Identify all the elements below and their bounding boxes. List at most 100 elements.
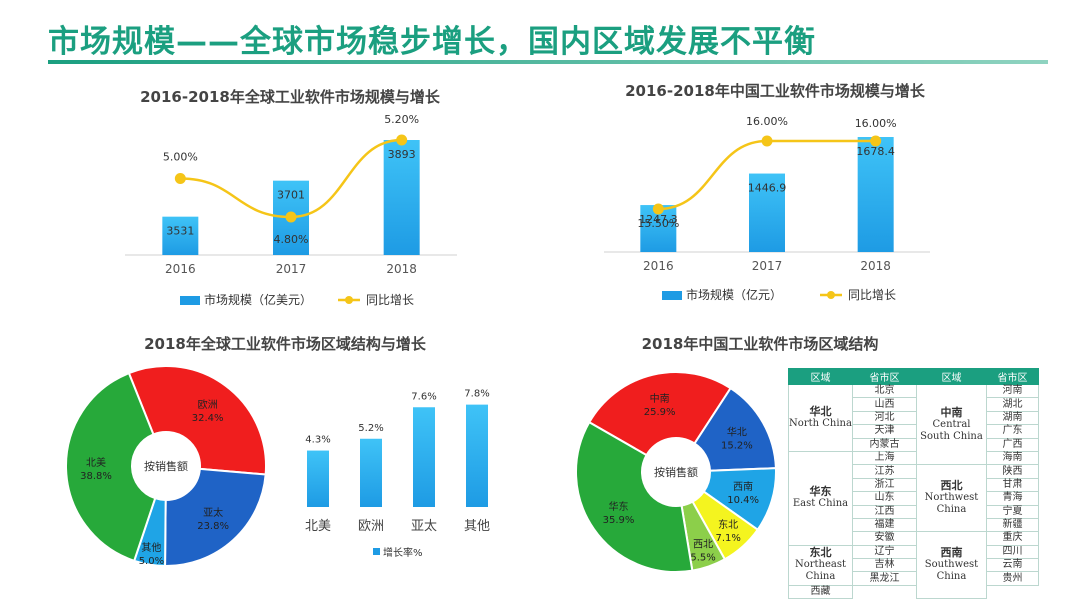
region-cn-label: 东北 bbox=[809, 546, 832, 560]
legend-swatch-marker bbox=[345, 296, 353, 304]
slice-value-label: 5.5% bbox=[690, 552, 715, 563]
x-tick-label: 其他 bbox=[464, 519, 490, 534]
table-header-cell: 省市区 bbox=[986, 368, 1039, 385]
pie-slice-北美 bbox=[65, 371, 157, 563]
province-cell: 山西 bbox=[852, 397, 917, 412]
slice-value-label: 15.2% bbox=[721, 440, 753, 451]
x-tick-label: 2018 bbox=[386, 262, 417, 276]
slice-value-label: 35.9% bbox=[603, 515, 635, 526]
slice-value-label: 25.9% bbox=[644, 407, 676, 418]
region-cn-label: 西北 bbox=[940, 479, 963, 493]
province-cell: 北京 bbox=[852, 383, 917, 399]
table-row: 吉林 云南 bbox=[789, 558, 1039, 573]
region-name-cell: 西北 Northwest China bbox=[916, 464, 987, 533]
province-cell: 安徽 bbox=[852, 531, 917, 546]
region-name-cell: 华东 East China bbox=[788, 450, 853, 546]
province-cell: 福建 bbox=[852, 517, 917, 533]
province-cell: 湖南 bbox=[986, 410, 1039, 426]
slice-name-label: 西北 bbox=[693, 538, 713, 550]
province-cell: 黑龙江 bbox=[852, 571, 917, 586]
x-tick-label: 2016 bbox=[643, 259, 674, 273]
pie-slice-中南 bbox=[587, 371, 732, 457]
x-tick-label: 亚太 bbox=[411, 519, 437, 534]
growth-point bbox=[652, 203, 664, 215]
province-cell: 西藏 bbox=[788, 584, 853, 600]
table-header-cell: 省市区 bbox=[852, 368, 917, 385]
table-row: 山西 湖北 bbox=[789, 397, 1039, 412]
pie-slice-华东 bbox=[575, 420, 694, 573]
slice-value-label: 10.4% bbox=[727, 495, 759, 506]
region-en-label: Northwest China bbox=[924, 492, 979, 516]
growth-bar-亚太 bbox=[413, 407, 435, 507]
growth-point bbox=[285, 211, 297, 223]
legend-label: 同比增长 bbox=[366, 293, 414, 307]
bar-value-label: 5.2% bbox=[358, 423, 383, 434]
province-cell: 重庆 bbox=[986, 531, 1039, 546]
province-cell: 江西 bbox=[852, 504, 917, 519]
slice-name-label: 欧洲 bbox=[198, 399, 218, 411]
table-row: 西藏 bbox=[788, 584, 1039, 600]
region-cn-label: 华东 bbox=[809, 485, 832, 499]
bar-value-label: 3531 bbox=[166, 225, 194, 238]
region-name-cell: 西南 Southwest China bbox=[916, 531, 987, 600]
province-cell: 内蒙古 bbox=[852, 437, 917, 452]
legend-swatch-marker bbox=[827, 291, 835, 299]
slice-name-label: 东北 bbox=[718, 518, 738, 531]
china-market-chart: 1247.3 2016 1446.9 2017 1678.4 2018 15.50% 16.0… bbox=[604, 115, 930, 302]
chart5-title: 2018年中国工业软件市场区域结构 bbox=[641, 335, 879, 353]
growth-value-label: 15.50% bbox=[637, 217, 679, 230]
bar-value-label: 4.3% bbox=[305, 435, 330, 446]
growth-bar-北美 bbox=[307, 450, 329, 507]
chart1-title: 2016-2018年全球工业软件市场规模与增长 bbox=[140, 88, 440, 106]
region-cn-label: 西南 bbox=[940, 546, 963, 560]
province-cell: 贵州 bbox=[986, 571, 1039, 586]
growth-point bbox=[396, 134, 408, 146]
growth-point bbox=[870, 135, 882, 147]
pie-slice-欧洲 bbox=[127, 365, 267, 476]
table-row: 福建 新疆 bbox=[789, 517, 1039, 533]
province-cell: 江苏 bbox=[852, 464, 917, 479]
province-cell: 甘肃 bbox=[986, 477, 1039, 493]
province-cell: 天津 bbox=[852, 424, 917, 439]
slice-value-label: 32.4% bbox=[192, 413, 224, 424]
region-name-cell: 华北 North China bbox=[788, 384, 853, 452]
bar-value-label: 1678.4 bbox=[856, 145, 895, 158]
slice-name-label: 西南 bbox=[733, 480, 753, 493]
slice-value-label: 5.0% bbox=[139, 556, 164, 567]
global-market-chart: 3531 2016 3701 2017 3893 2018 5.00% 4.80% 5.20% 市… bbox=[125, 113, 457, 307]
slice-value-label: 38.8% bbox=[80, 471, 112, 482]
province-cell: 青海 bbox=[986, 491, 1039, 506]
table-row: 华北 North China 北京 中南 Central South China 河南 bbox=[788, 383, 1039, 466]
province-cell: 云南 bbox=[986, 558, 1039, 573]
province-cell: 四川 bbox=[986, 544, 1039, 560]
bar-2017 bbox=[749, 173, 785, 252]
growth-value-label: 16.00% bbox=[746, 115, 788, 128]
region-name-cell: 中南 Central South China bbox=[916, 383, 987, 466]
table-header-cell: 区域 bbox=[788, 368, 853, 385]
slice-value-label: 7.1% bbox=[715, 533, 740, 544]
bar-value-label: 7.6% bbox=[411, 391, 436, 402]
x-tick-label: 2017 bbox=[276, 262, 307, 276]
bar-value-label: 1247.3 bbox=[639, 213, 678, 226]
legend-label: 市场规模（亿元） bbox=[686, 287, 782, 302]
x-tick-label: 2017 bbox=[752, 259, 783, 273]
table-header-cell: 区域 bbox=[916, 368, 987, 385]
growth-value-label: 5.20% bbox=[384, 113, 419, 126]
pie-center-label: 按销售额 bbox=[144, 459, 188, 473]
table-row: 山东 青海 bbox=[789, 491, 1039, 506]
slice-name-label: 中南 bbox=[650, 392, 670, 405]
chart2-title: 2016-2018年中国工业软件市场规模与增长 bbox=[625, 82, 925, 100]
pie-slice-华北 bbox=[693, 386, 777, 472]
legend-swatch-bar bbox=[373, 548, 380, 555]
global-region-pie: 欧洲 32.4% 亚太 23.8% 其他 5.0% 北美 38.8% 按销售额 bbox=[65, 365, 267, 568]
region-en-label: Northeast China bbox=[794, 559, 847, 583]
province-cell: 上海 bbox=[852, 450, 917, 466]
bar-value-label: 1446.9 bbox=[748, 182, 787, 195]
province-cell: 吉林 bbox=[852, 558, 917, 573]
province-cell: 宁夏 bbox=[986, 504, 1039, 519]
region-en-label: Central South China bbox=[920, 418, 983, 442]
legend-label: 市场规模（亿美元） bbox=[204, 292, 312, 307]
region-cn-label: 华北 bbox=[809, 404, 832, 418]
x-tick-label: 北美 bbox=[305, 519, 331, 534]
